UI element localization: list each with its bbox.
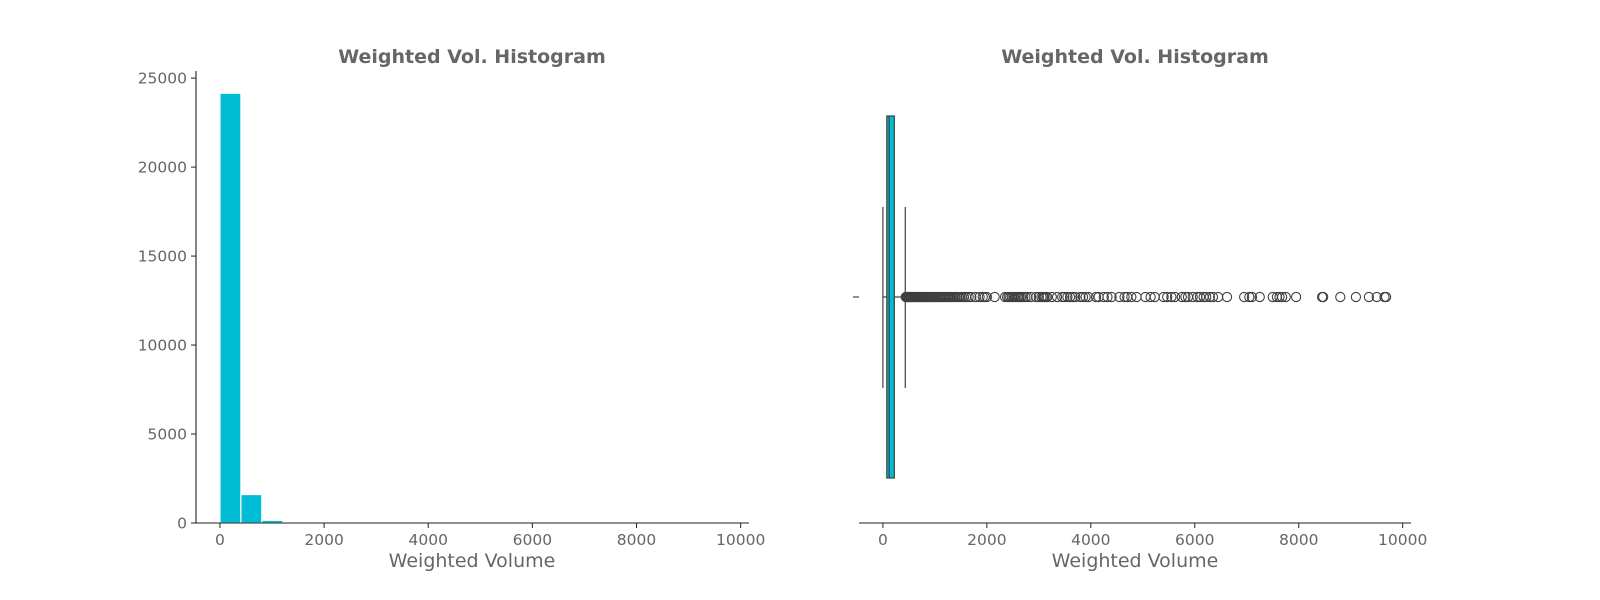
- boxplot-outlier: [1276, 291, 1288, 303]
- boxplot-outlier: [1131, 291, 1142, 303]
- boxplot-outlier: [963, 291, 974, 303]
- boxplot-outlier: [1158, 291, 1169, 303]
- histogram-y-tick-label: 15000: [138, 248, 187, 266]
- boxplot-outlier: [1239, 291, 1250, 303]
- boxplot-outlier: [1102, 291, 1113, 303]
- histogram-x-tick-label: 2000: [304, 531, 343, 549]
- boxplot-outlier: [1363, 291, 1375, 303]
- boxplot-outlier: [1246, 291, 1258, 303]
- boxplot-outlier: [1126, 291, 1137, 303]
- boxplot-outlier: [1059, 291, 1070, 303]
- histogram-y-ticks: 0 5000 10000 15000 20000 25000: [138, 70, 196, 533]
- boxplot-outlier: [1207, 291, 1219, 303]
- histogram-panel: Weighted Vol. Histogram 0 5000 10000 15000 2…: [138, 46, 766, 572]
- boxplot-outlier: [1064, 291, 1076, 303]
- boxplot-outlier: [1140, 291, 1151, 303]
- histogram-y-tick-label: 10000: [138, 337, 187, 355]
- boxplot-outlier: [981, 291, 993, 303]
- boxplot-outlier: [974, 291, 985, 303]
- boxplot-outlier: [1221, 291, 1233, 303]
- boxplot-outlier: [1077, 291, 1089, 303]
- histogram-y-tick-label: 5000: [148, 426, 187, 444]
- histogram-y-tick-label: 0: [177, 515, 187, 533]
- boxplot-outlier: [979, 291, 990, 303]
- boxplot-outlier: [1033, 291, 1044, 303]
- boxplot-title: Weighted Vol. Histogram: [1001, 46, 1269, 68]
- histogram-bars: [219, 92, 284, 524]
- boxplot-outlier: [1280, 291, 1291, 303]
- histogram-x-tick-label: 0: [215, 531, 225, 549]
- boxplot-outlier: [1062, 291, 1073, 303]
- boxplot-outlier: [1162, 291, 1173, 303]
- histogram-x-tick-label: 4000: [409, 531, 448, 549]
- boxplot-outlier: [1244, 291, 1255, 303]
- boxplot-outlier: [1335, 291, 1346, 303]
- histogram-x-label: Weighted Volume: [389, 550, 556, 572]
- boxplot-x-tick-label: 0: [878, 531, 888, 549]
- boxplot-x-label: Weighted Volume: [1052, 550, 1219, 572]
- histogram-title: Weighted Vol. Histogram: [338, 46, 606, 68]
- histogram-y-tick-label: 25000: [138, 70, 187, 88]
- histogram-bar: [219, 92, 242, 524]
- boxplot-outlier: [1145, 291, 1156, 303]
- boxplot-outlier: [1176, 291, 1187, 303]
- boxplot-outliers: [900, 291, 1392, 303]
- boxplot-outlier: [1204, 291, 1215, 303]
- boxplot-box: [886, 115, 895, 479]
- boxplot-panel: Weighted Vol. Histogram 0 2000 4000 6000 800…: [853, 46, 1427, 572]
- boxplot-outlier: [1194, 291, 1206, 303]
- boxplot-outlier: [1180, 291, 1191, 303]
- boxplot-x-tick-label: 4000: [1071, 531, 1110, 549]
- histogram-y-tick-label: 20000: [138, 159, 187, 177]
- histogram-x-tick-label: 8000: [617, 531, 656, 549]
- boxplot-outlier: [1051, 291, 1063, 303]
- boxplot-outlier: [1274, 291, 1285, 303]
- boxplot-outlier: [1083, 291, 1094, 303]
- boxplot-outlier: [1046, 291, 1057, 303]
- boxplot-outlier: [1290, 291, 1302, 303]
- boxplot-outlier: [1254, 291, 1265, 303]
- boxplot-x-tick-label: 6000: [1175, 531, 1214, 549]
- histogram-x-tick-label: 10000: [716, 531, 765, 549]
- boxplot-outlier: [1025, 291, 1037, 303]
- boxplot-x-tick-label: 2000: [967, 531, 1006, 549]
- boxplot-outlier: [966, 291, 977, 303]
- boxplot-outlier: [1380, 291, 1392, 303]
- histogram-bar: [240, 493, 263, 524]
- boxplot-outlier: [1119, 291, 1130, 303]
- boxplot-outlier: [1090, 291, 1102, 303]
- boxplot-x-ticks: 0 2000 4000 6000 8000 10000: [878, 523, 1427, 549]
- boxplot-outlier: [1098, 291, 1109, 303]
- boxplot-outlier: [1070, 291, 1081, 303]
- boxplot-x-tick-label: 8000: [1279, 531, 1318, 549]
- histogram-x-tick-label: 6000: [513, 531, 552, 549]
- boxplot-outlier: [1166, 291, 1177, 303]
- boxplot-outlier: [1187, 291, 1198, 303]
- boxplot-outlier: [1350, 291, 1362, 303]
- boxplot-outlier: [1106, 291, 1117, 303]
- histogram-x-ticks: 0 2000 4000 6000 8000 10000: [215, 523, 765, 549]
- boxplot-x-tick-label: 10000: [1378, 531, 1427, 549]
- boxplot-outlier: [1201, 291, 1212, 303]
- boxplot-outlier: [1169, 291, 1181, 303]
- boxplot-outlier: [1042, 291, 1053, 303]
- boxplot-outlier: [1318, 291, 1329, 303]
- boxplot-outlier: [1075, 291, 1086, 303]
- boxplot-outlier: [989, 291, 1000, 303]
- boxplot-outlier: [1067, 291, 1078, 303]
- boxplot-outlier: [1114, 291, 1125, 303]
- boxplot-outlier: [1080, 291, 1091, 303]
